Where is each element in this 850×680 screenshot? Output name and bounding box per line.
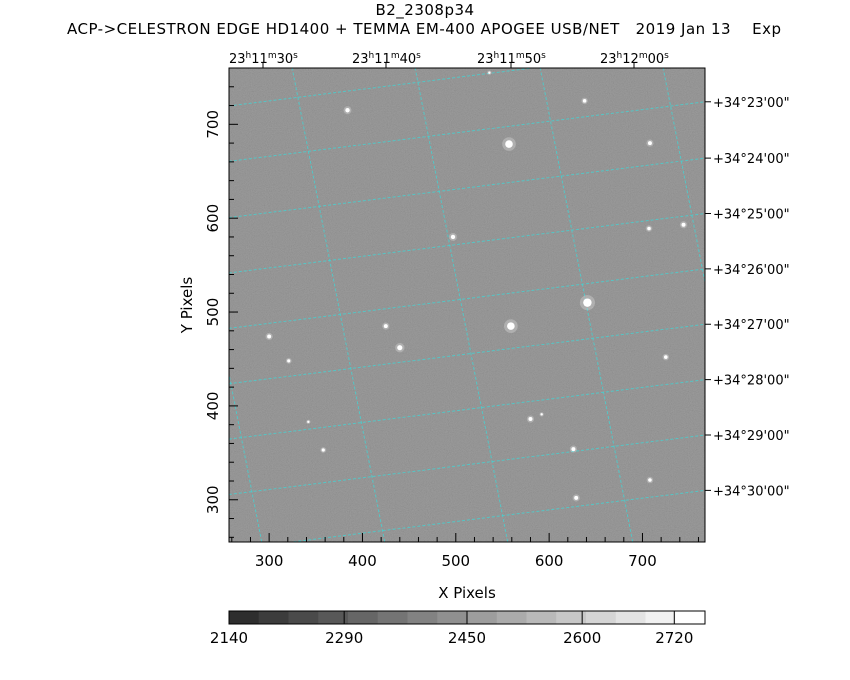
star bbox=[450, 234, 456, 240]
colorbar-segment bbox=[586, 611, 617, 624]
colorbar-segment bbox=[556, 611, 587, 624]
colorbar-segment bbox=[318, 611, 349, 624]
star bbox=[648, 478, 652, 482]
star bbox=[507, 322, 515, 330]
star-field bbox=[265, 70, 688, 502]
ra-grid-line bbox=[414, 68, 509, 542]
dec-grid-line bbox=[229, 101, 705, 162]
x-tick-label: 500 bbox=[441, 552, 470, 570]
star bbox=[528, 417, 533, 422]
ra-grid-line bbox=[229, 371, 263, 542]
dec-grid-line bbox=[229, 157, 705, 219]
star bbox=[488, 71, 491, 74]
x-tick-label: 300 bbox=[255, 552, 284, 570]
ra-label: 23h12m00s bbox=[600, 51, 669, 67]
dec-grid-line bbox=[229, 323, 705, 385]
dec-label: +34°29'00" bbox=[713, 429, 790, 444]
y-tick-label: 500 bbox=[204, 298, 222, 327]
dec-grid-line bbox=[229, 379, 705, 440]
x-tick-label: 400 bbox=[348, 552, 377, 570]
dec-grid-line bbox=[229, 434, 705, 496]
colorbar-segment bbox=[467, 611, 498, 624]
dec-label: +34°28'00" bbox=[713, 374, 790, 389]
colorbar-segment bbox=[526, 611, 557, 624]
ra-grid-line bbox=[662, 68, 705, 285]
star bbox=[397, 345, 403, 351]
x-tick-label: 600 bbox=[535, 552, 564, 570]
colorbar-segment bbox=[377, 611, 408, 624]
star bbox=[574, 495, 579, 500]
ra-grid-line bbox=[291, 68, 386, 542]
colorbar-tick-label: 2140 bbox=[210, 629, 248, 647]
y-tick-label: 300 bbox=[204, 485, 222, 514]
colorbar-segment bbox=[645, 611, 676, 624]
ra-grid-line bbox=[780, 48, 850, 562]
star bbox=[571, 447, 576, 452]
colorbar: 2140 2290 2450 2600 2720 bbox=[210, 610, 706, 647]
dec-label: +34°23'00" bbox=[713, 96, 790, 111]
colorbar-segment bbox=[407, 611, 438, 624]
y-axis-label: Y Pixels bbox=[178, 277, 196, 335]
dec-label: +34°26'00" bbox=[713, 263, 790, 278]
y-tick-label: 700 bbox=[204, 110, 222, 139]
dec-grid-line bbox=[229, 68, 537, 107]
ra-axis: 23h11m30s 23h11m40s 23h11m50s 23h12m00s bbox=[229, 51, 669, 68]
image-area bbox=[228, 48, 850, 562]
y-axis: 300 400 500 600 700 bbox=[204, 67, 238, 538]
star bbox=[287, 359, 291, 363]
ra-label: 23h11m30s bbox=[229, 51, 298, 67]
star bbox=[647, 141, 652, 146]
y-tick-label: 600 bbox=[204, 204, 222, 233]
plot-frame bbox=[228, 67, 706, 543]
colorbar-tick-label: 2600 bbox=[563, 629, 601, 647]
colorbar-segment bbox=[615, 611, 646, 624]
x-axis: 300 400 500 600 700 bbox=[231, 533, 699, 570]
star bbox=[582, 99, 587, 103]
colorbar-segment bbox=[496, 611, 527, 624]
star bbox=[540, 413, 543, 416]
dec-label: +34°27'00" bbox=[713, 318, 790, 333]
chart-subtitle: ACP->CELESTRON EDGE HD1400 + TEMMA EM-40… bbox=[67, 20, 782, 38]
colorbar-tick-label: 2720 bbox=[655, 629, 693, 647]
dec-grid-line bbox=[229, 212, 705, 274]
y-tick-label: 400 bbox=[204, 392, 222, 421]
colorbar-segment bbox=[229, 611, 260, 624]
star bbox=[681, 222, 686, 227]
star bbox=[267, 334, 272, 339]
star bbox=[383, 324, 388, 329]
star bbox=[583, 298, 592, 307]
sky-noise bbox=[229, 68, 705, 542]
colorbar-segment bbox=[437, 611, 468, 624]
colorbar-segment bbox=[288, 611, 319, 624]
star bbox=[505, 140, 513, 148]
star bbox=[307, 420, 310, 424]
dec-label: +34°24'00" bbox=[713, 152, 790, 167]
ra-label: 23h11m50s bbox=[477, 51, 546, 67]
dec-label: +34°25'00" bbox=[713, 207, 790, 222]
colorbar-segment bbox=[348, 611, 379, 624]
dec-label: +34°30'00" bbox=[713, 484, 790, 499]
chart-title: B2_2308p34 bbox=[375, 1, 475, 19]
star bbox=[664, 355, 668, 359]
star bbox=[647, 226, 651, 231]
dec-grid-line bbox=[229, 268, 705, 329]
colorbar-tick-label: 2290 bbox=[325, 629, 363, 647]
colorbar-segment bbox=[258, 611, 289, 624]
dec-axis: +34°23'00" +34°24'00" +34°25'00" +34°26'00"… bbox=[705, 96, 790, 499]
star bbox=[321, 448, 325, 452]
colorbar-segment bbox=[675, 611, 706, 624]
ra-label: 23h11m40s bbox=[352, 51, 421, 67]
star bbox=[345, 108, 350, 113]
x-axis-label: X Pixels bbox=[438, 584, 496, 602]
colorbar-tick-label: 2450 bbox=[448, 629, 486, 647]
x-tick-label: 700 bbox=[628, 552, 657, 570]
